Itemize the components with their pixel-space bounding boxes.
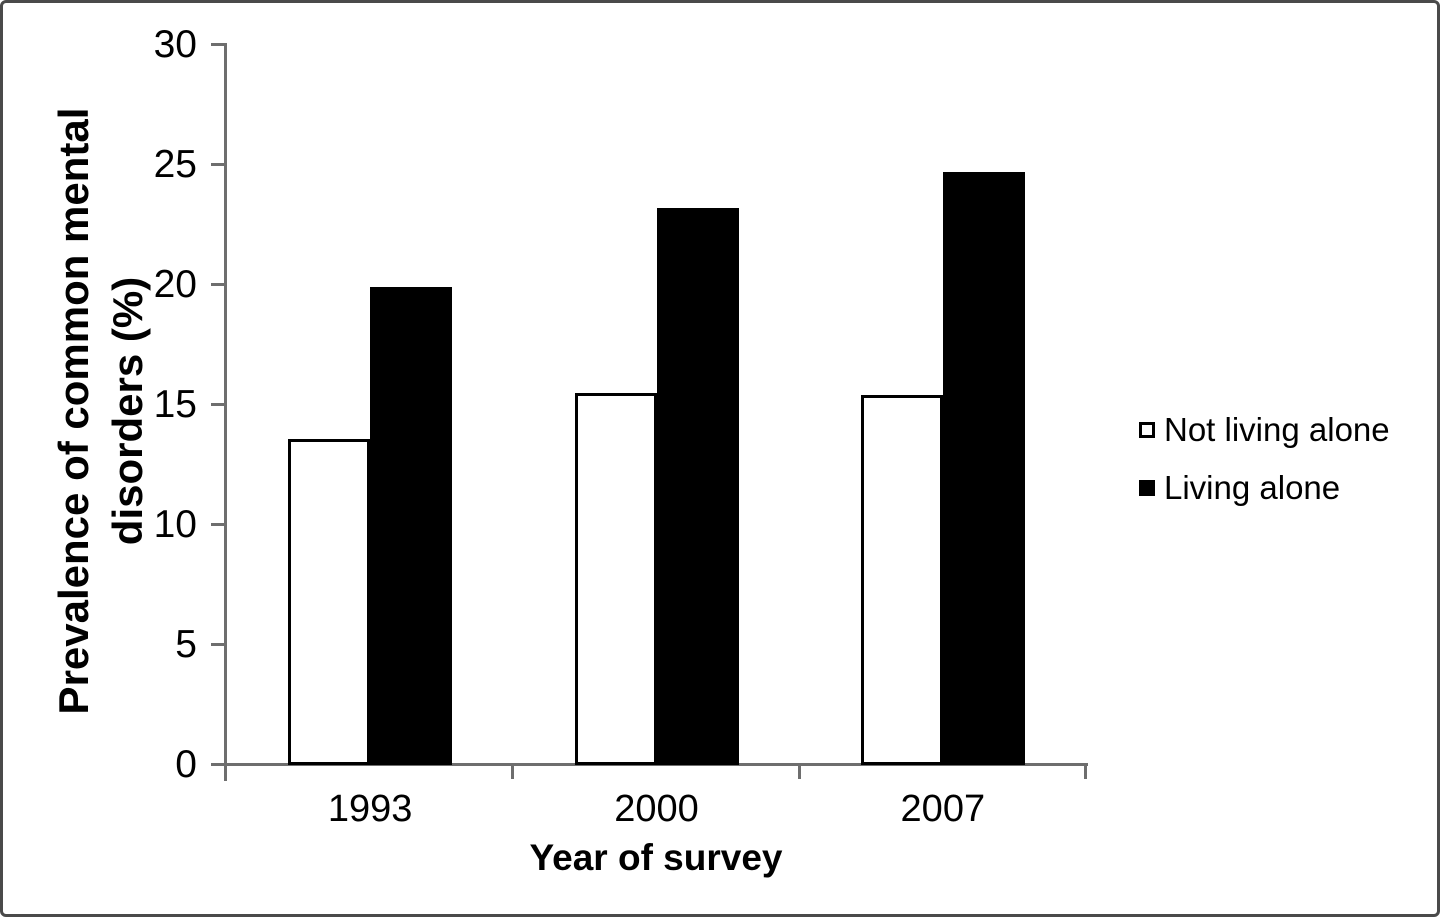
legend-row-living-alone: Living alone <box>1139 468 1390 508</box>
legend-label-living-alone: Living alone <box>1164 469 1341 506</box>
bar-2007-not-living-alone <box>860 395 943 765</box>
bar-2000-living-alone <box>656 208 739 765</box>
y-tick-label-25: 25 <box>153 143 197 186</box>
y-tick-0 <box>211 763 227 766</box>
bar-1993-not-living-alone <box>288 438 371 765</box>
open-square-icon <box>1139 422 1155 438</box>
x-category-label-2000: 2000 <box>614 788 699 830</box>
y-tick-20 <box>211 283 227 286</box>
y-tick-5 <box>211 643 227 646</box>
y-tick-label-15: 15 <box>153 383 197 426</box>
y-tick-30 <box>211 43 227 46</box>
y-axis-line <box>224 43 227 781</box>
y-tick-label-30: 30 <box>153 23 197 66</box>
x-tick-2000 <box>797 765 801 779</box>
y-tick-label-5: 5 <box>175 623 197 666</box>
y-tick-15 <box>211 403 227 406</box>
bar-chart: Prevalence of common mental disorders (%… <box>3 3 1437 914</box>
legend-label-not-living-alone: Not living alone <box>1164 411 1390 448</box>
x-category-label-1993: 1993 <box>327 788 413 830</box>
y-tick-10 <box>211 523 227 526</box>
x-category-label-2007: 2007 <box>900 788 986 830</box>
bar-1993-living-alone <box>370 287 453 765</box>
y-tick-label-20: 20 <box>153 263 197 306</box>
filled-square-icon <box>1139 480 1155 496</box>
bar-2007-living-alone <box>942 172 1025 765</box>
y-tick-label-0: 0 <box>175 743 197 786</box>
legend-row-not-living-alone: Not living alone <box>1139 410 1390 450</box>
chart-legend: Not living alone Living alone <box>1139 410 1390 526</box>
bar-2000-not-living-alone <box>574 393 657 765</box>
x-tick-2007 <box>1084 765 1087 779</box>
y-tick-25 <box>211 163 227 166</box>
x-axis-title: Year of survey <box>529 837 783 878</box>
y-tick-label-10: 10 <box>153 503 197 546</box>
x-tick-1993 <box>511 765 515 779</box>
